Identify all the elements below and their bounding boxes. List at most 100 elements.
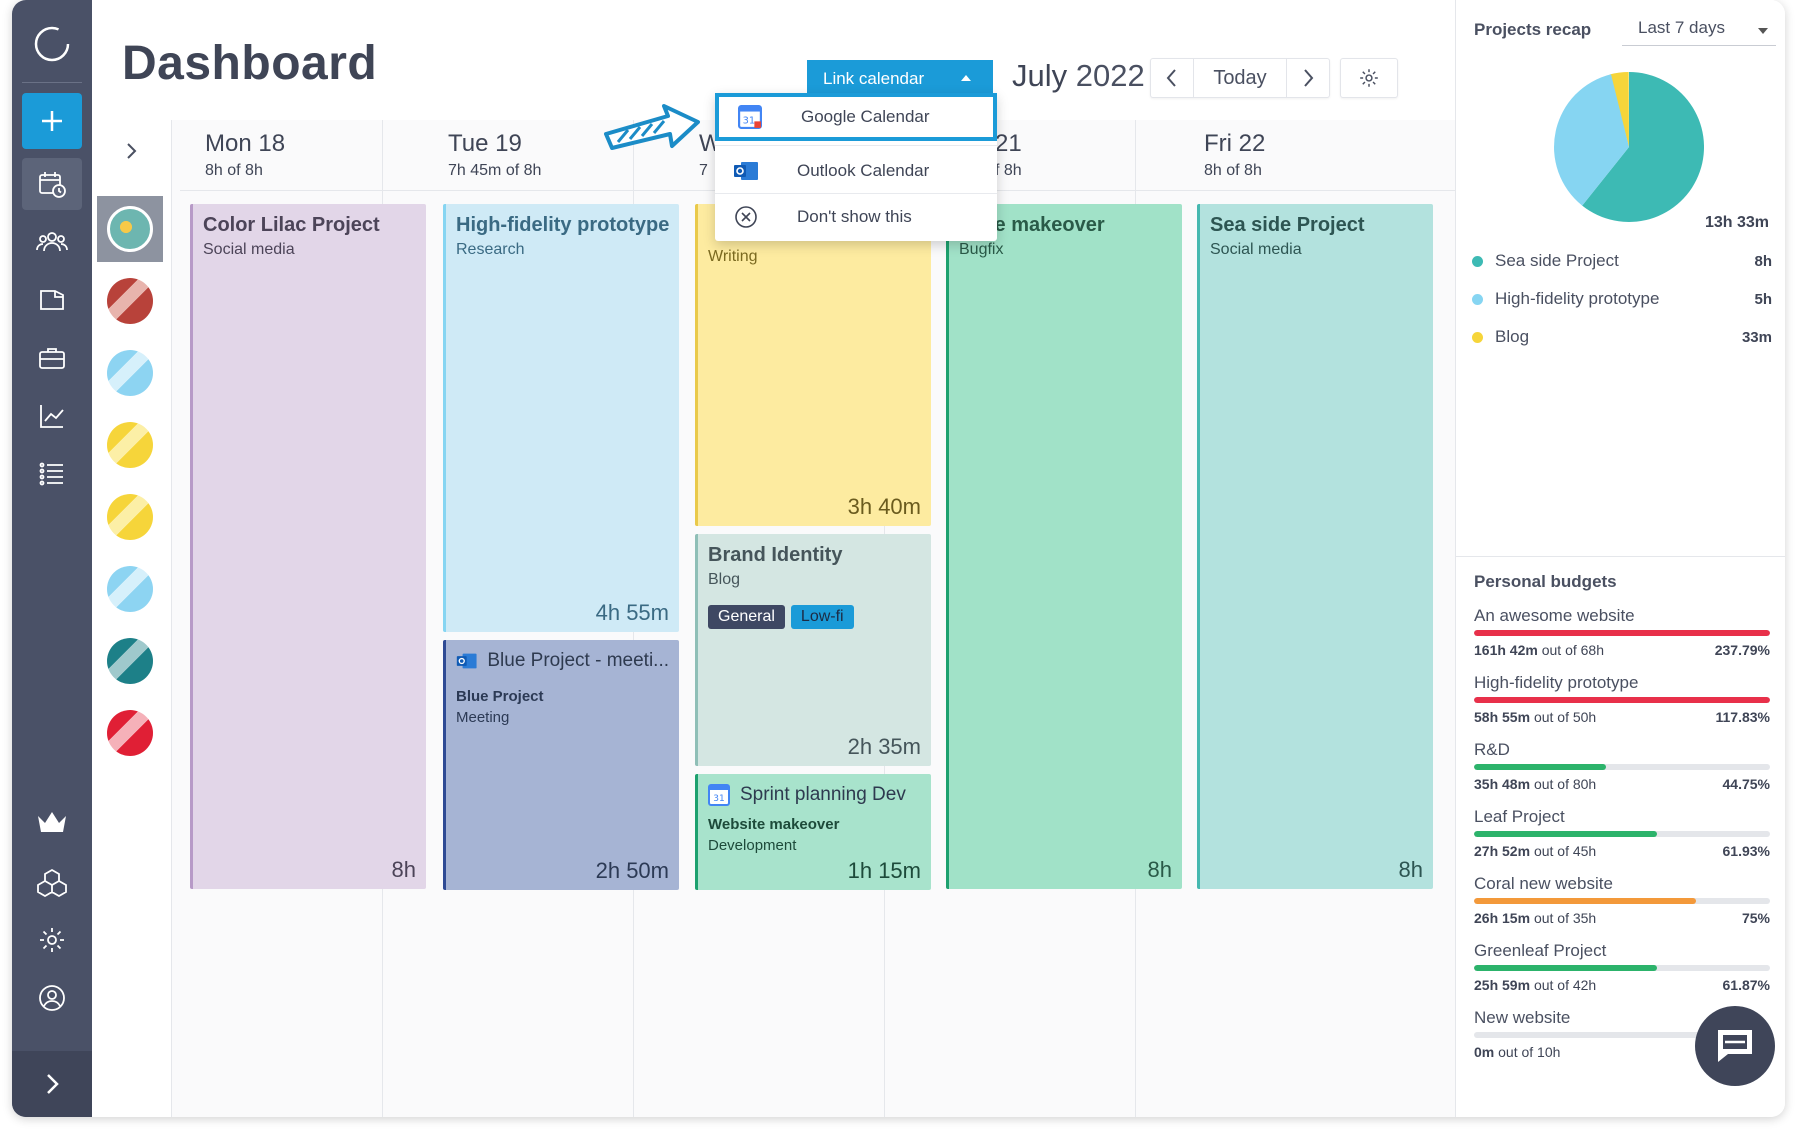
- event-task: Development: [708, 837, 797, 854]
- event-card-external[interactable]: 31 Sprint planning Dev Website makeover …: [695, 774, 931, 890]
- budget-meta: 26h 15m out of 35h 75%: [1474, 910, 1770, 926]
- menu-item-outlook-calendar[interactable]: Outlook Calendar: [715, 147, 997, 195]
- budget-progress-bar: [1474, 764, 1770, 770]
- event-project: Website makeover: [708, 816, 840, 833]
- event-project: Blue Project: [456, 688, 544, 705]
- sidebar-item-timesheet[interactable]: [22, 158, 82, 210]
- members-column: [92, 120, 172, 1117]
- sidebar-item-premium[interactable]: [22, 796, 82, 848]
- link-calendar-label: Link calendar: [823, 68, 925, 88]
- budget-item[interactable]: Coral new website 26h 15m out of 35h 75%: [1474, 874, 1770, 934]
- gear-icon: [40, 928, 64, 952]
- budget-item[interactable]: R&D 35h 48m out of 80h 44.75%: [1474, 740, 1770, 800]
- day-hours: 8h of 8h: [1204, 162, 1265, 180]
- event-duration: 2h 50m: [595, 858, 669, 883]
- user-circle-icon: [39, 985, 65, 1011]
- sidebar-item-projects[interactable]: [22, 274, 82, 326]
- calendar-settings-button[interactable]: [1340, 58, 1398, 98]
- event-duration: 4h 55m: [595, 600, 669, 625]
- crown-icon: [38, 812, 66, 832]
- tag-low-fi[interactable]: Low-fi: [790, 605, 854, 629]
- chevron-right-icon: [1304, 69, 1314, 87]
- logo-icon[interactable]: [30, 22, 74, 66]
- panel-divider: [1456, 556, 1785, 557]
- sidebar-item-profile[interactable]: [22, 972, 82, 1024]
- menu-item-label: Google Calendar: [801, 107, 930, 126]
- member-avatar[interactable]: [97, 412, 163, 478]
- chat-button[interactable]: [1695, 1006, 1775, 1086]
- legend-value: 8h: [1754, 252, 1772, 270]
- legend-name: Blog: [1495, 327, 1530, 346]
- previous-week-button[interactable]: [1151, 59, 1193, 97]
- member-avatar-selected[interactable]: [97, 196, 163, 262]
- menu-item-dont-show[interactable]: Don't show this: [715, 193, 997, 241]
- menu-item-google-calendar[interactable]: 31 Google Calendar: [715, 93, 997, 141]
- event-card-external[interactable]: Blue Project - meeti... Blue Project Mee…: [443, 640, 679, 890]
- menu-divider: [715, 145, 997, 146]
- budget-item[interactable]: Leaf Project 27h 52m out of 45h 61.93%: [1474, 807, 1770, 867]
- legend-item: Blog 33m: [1472, 324, 1772, 350]
- member-avatar[interactable]: [97, 484, 163, 550]
- folder-icon: [40, 290, 64, 310]
- sidebar-item-tasks[interactable]: [22, 448, 82, 500]
- event-subtitle: Social media: [1210, 241, 1302, 258]
- budget-name: High-fidelity prototype: [1474, 673, 1639, 692]
- budget-spent: 25h 59m: [1474, 977, 1531, 993]
- member-avatar[interactable]: [97, 556, 163, 622]
- budget-meta: 58h 55m out of 50h 117.83%: [1474, 709, 1770, 725]
- budget-item[interactable]: Greenleaf Project 25h 59m out of 42h 61.87…: [1474, 941, 1770, 1001]
- budget-name: Greenleaf Project: [1474, 941, 1607, 960]
- sidebar-item-clients[interactable]: [22, 332, 82, 384]
- event-title: Brand Identity: [708, 544, 843, 566]
- sidebar-expand-button[interactable]: [12, 1051, 92, 1117]
- calendar-clock-icon: [39, 172, 66, 198]
- sidebar-item-settings[interactable]: [22, 914, 82, 966]
- budget-total: out of 68h: [1541, 642, 1604, 658]
- hours-total: of 8h: [227, 162, 263, 179]
- budget-spent: 35h 48m: [1474, 776, 1531, 792]
- list-icon: [39, 462, 63, 486]
- avatar: [107, 638, 153, 684]
- sidebar-item-team[interactable]: [22, 216, 82, 268]
- budget-spent-row: 25h 59m out of 42h: [1474, 977, 1596, 993]
- page-title: Dashboard: [122, 37, 378, 90]
- event-card[interactable]: Writing 3h 40m: [695, 204, 931, 526]
- tag-general[interactable]: General: [708, 605, 785, 629]
- budget-progress-bar: [1474, 1032, 1770, 1038]
- event-card[interactable]: High-fidelity prototype Research 4h 55m: [443, 204, 679, 632]
- budget-name: New website: [1474, 1008, 1571, 1027]
- link-calendar-button[interactable]: Link calendar: [807, 60, 993, 97]
- chart-icon: [40, 405, 64, 428]
- budget-item[interactable]: An awesome website 161h 42m out of 68h 237…: [1474, 606, 1770, 666]
- chevron-right-icon: [127, 143, 137, 159]
- today-button[interactable]: Today: [1193, 59, 1287, 97]
- budget-item[interactable]: High-fidelity prototype 58h 55m out of 50…: [1474, 673, 1770, 733]
- event-card[interactable]: Color Lilac Project Social media 8h: [190, 204, 426, 889]
- day-hours: 8h of 8h: [205, 162, 285, 180]
- budget-item[interactable]: New website 0m out of 10h: [1474, 1008, 1770, 1068]
- range-select[interactable]: Last 7 days: [1622, 12, 1776, 46]
- member-avatar[interactable]: [97, 628, 163, 694]
- event-card[interactable]: Brand Identity Blog General Low-fi 2h 35…: [695, 534, 931, 766]
- day-hours: 7h 45m of 8h: [448, 162, 541, 180]
- briefcase-icon: [39, 348, 65, 369]
- plus-icon: [42, 111, 62, 131]
- next-week-button[interactable]: [1287, 59, 1329, 97]
- expand-members-button[interactable]: [116, 136, 146, 166]
- sidebar-item-integrations[interactable]: [22, 856, 82, 908]
- google-calendar-icon: 31: [708, 784, 730, 806]
- event-card[interactable]: Sea side Project Social media 8h: [1197, 204, 1433, 889]
- sidebar-item-reports[interactable]: [22, 390, 82, 442]
- budget-total: out of 45h: [1533, 843, 1597, 859]
- member-avatar[interactable]: [97, 268, 163, 334]
- event-card[interactable]: bsite makeover Bugfix 8h: [946, 204, 1182, 889]
- date-navigation: Today: [1150, 58, 1330, 98]
- add-button[interactable]: [22, 93, 82, 149]
- day-header: Tue 19 7h 45m of 8h: [448, 130, 541, 190]
- member-avatar[interactable]: [97, 340, 163, 406]
- budget-progress-bar: [1474, 831, 1770, 837]
- legend-value: 33m: [1741, 328, 1772, 346]
- budget-percent: 44.75%: [1722, 776, 1770, 792]
- budget-spent-row: 161h 42m out of 68h: [1474, 642, 1604, 658]
- member-avatar[interactable]: [97, 700, 163, 766]
